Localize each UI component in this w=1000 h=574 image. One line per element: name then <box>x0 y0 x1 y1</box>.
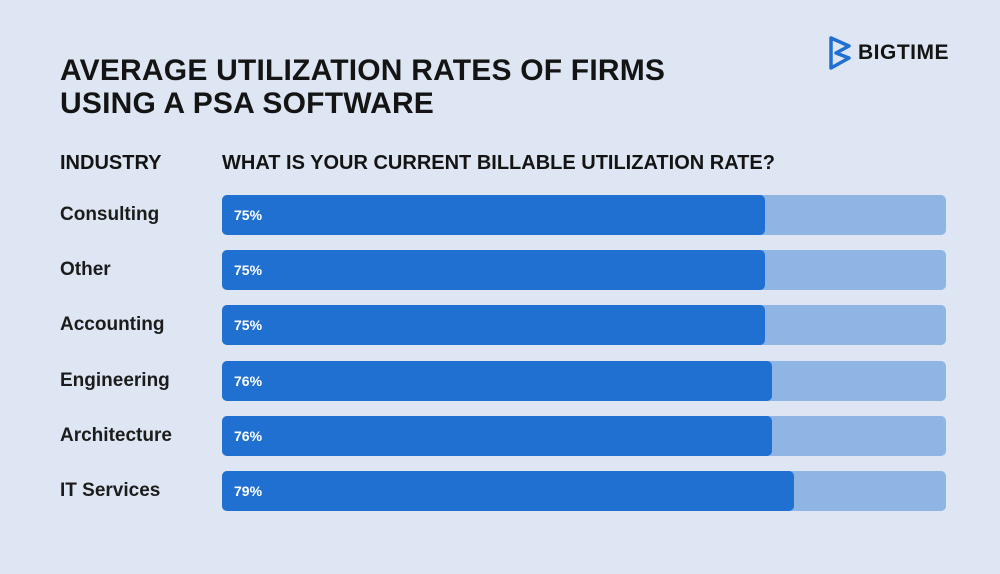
bar-row: Other 75% <box>0 250 1000 291</box>
bar-row: Engineering 76% <box>0 360 1000 401</box>
bar: 75% <box>222 195 765 235</box>
chart-title: AVERAGE UTILIZATION RATES OF FIRMS USING… <box>60 54 665 120</box>
data-label: 75% <box>234 317 263 334</box>
bar-row: Consulting 75% <box>0 195 1000 235</box>
data-label: 76% <box>234 427 263 444</box>
bigtime-logo-icon <box>829 36 851 70</box>
category-label: Other <box>60 259 111 281</box>
bar-track: 75% <box>222 195 946 235</box>
bar-track: 79% <box>222 471 946 511</box>
bar: 76% <box>222 415 772 456</box>
brand-name: BIGTIME <box>858 41 949 64</box>
bar: 75% <box>222 250 765 291</box>
bar-track: 76% <box>222 415 946 456</box>
data-label: 76% <box>234 372 263 389</box>
category-label: Accounting <box>60 314 165 336</box>
bar-row: Accounting 75% <box>0 305 1000 346</box>
question-column-header: WHAT IS YOUR CURRENT BILLABLE UTILIZATIO… <box>222 152 775 174</box>
category-label: Consulting <box>60 204 160 225</box>
category-label: IT Services <box>60 480 161 501</box>
category-label: Architecture <box>60 424 172 446</box>
bar: 75% <box>222 305 765 346</box>
bar: 76% <box>222 360 772 401</box>
bar-row: Architecture 76% <box>0 415 1000 456</box>
bar-track: 75% <box>222 250 946 291</box>
data-label: 75% <box>234 262 263 279</box>
brand-logo: BIGTIME <box>828 36 949 70</box>
industry-column-header: INDUSTRY <box>60 152 162 174</box>
data-label: 75% <box>234 207 263 223</box>
bar-row: IT Services 79% <box>0 471 1000 511</box>
data-label: 79% <box>234 483 263 499</box>
bar-track: 76% <box>222 360 946 401</box>
chart-title-line-1: AVERAGE UTILIZATION RATES OF FIRMS <box>60 54 666 87</box>
bar-track: 75% <box>222 305 946 346</box>
bar: 79% <box>222 471 794 511</box>
chart-title-line-2: USING A PSA SOFTWARE <box>60 87 435 120</box>
category-label: Engineering <box>60 369 170 391</box>
